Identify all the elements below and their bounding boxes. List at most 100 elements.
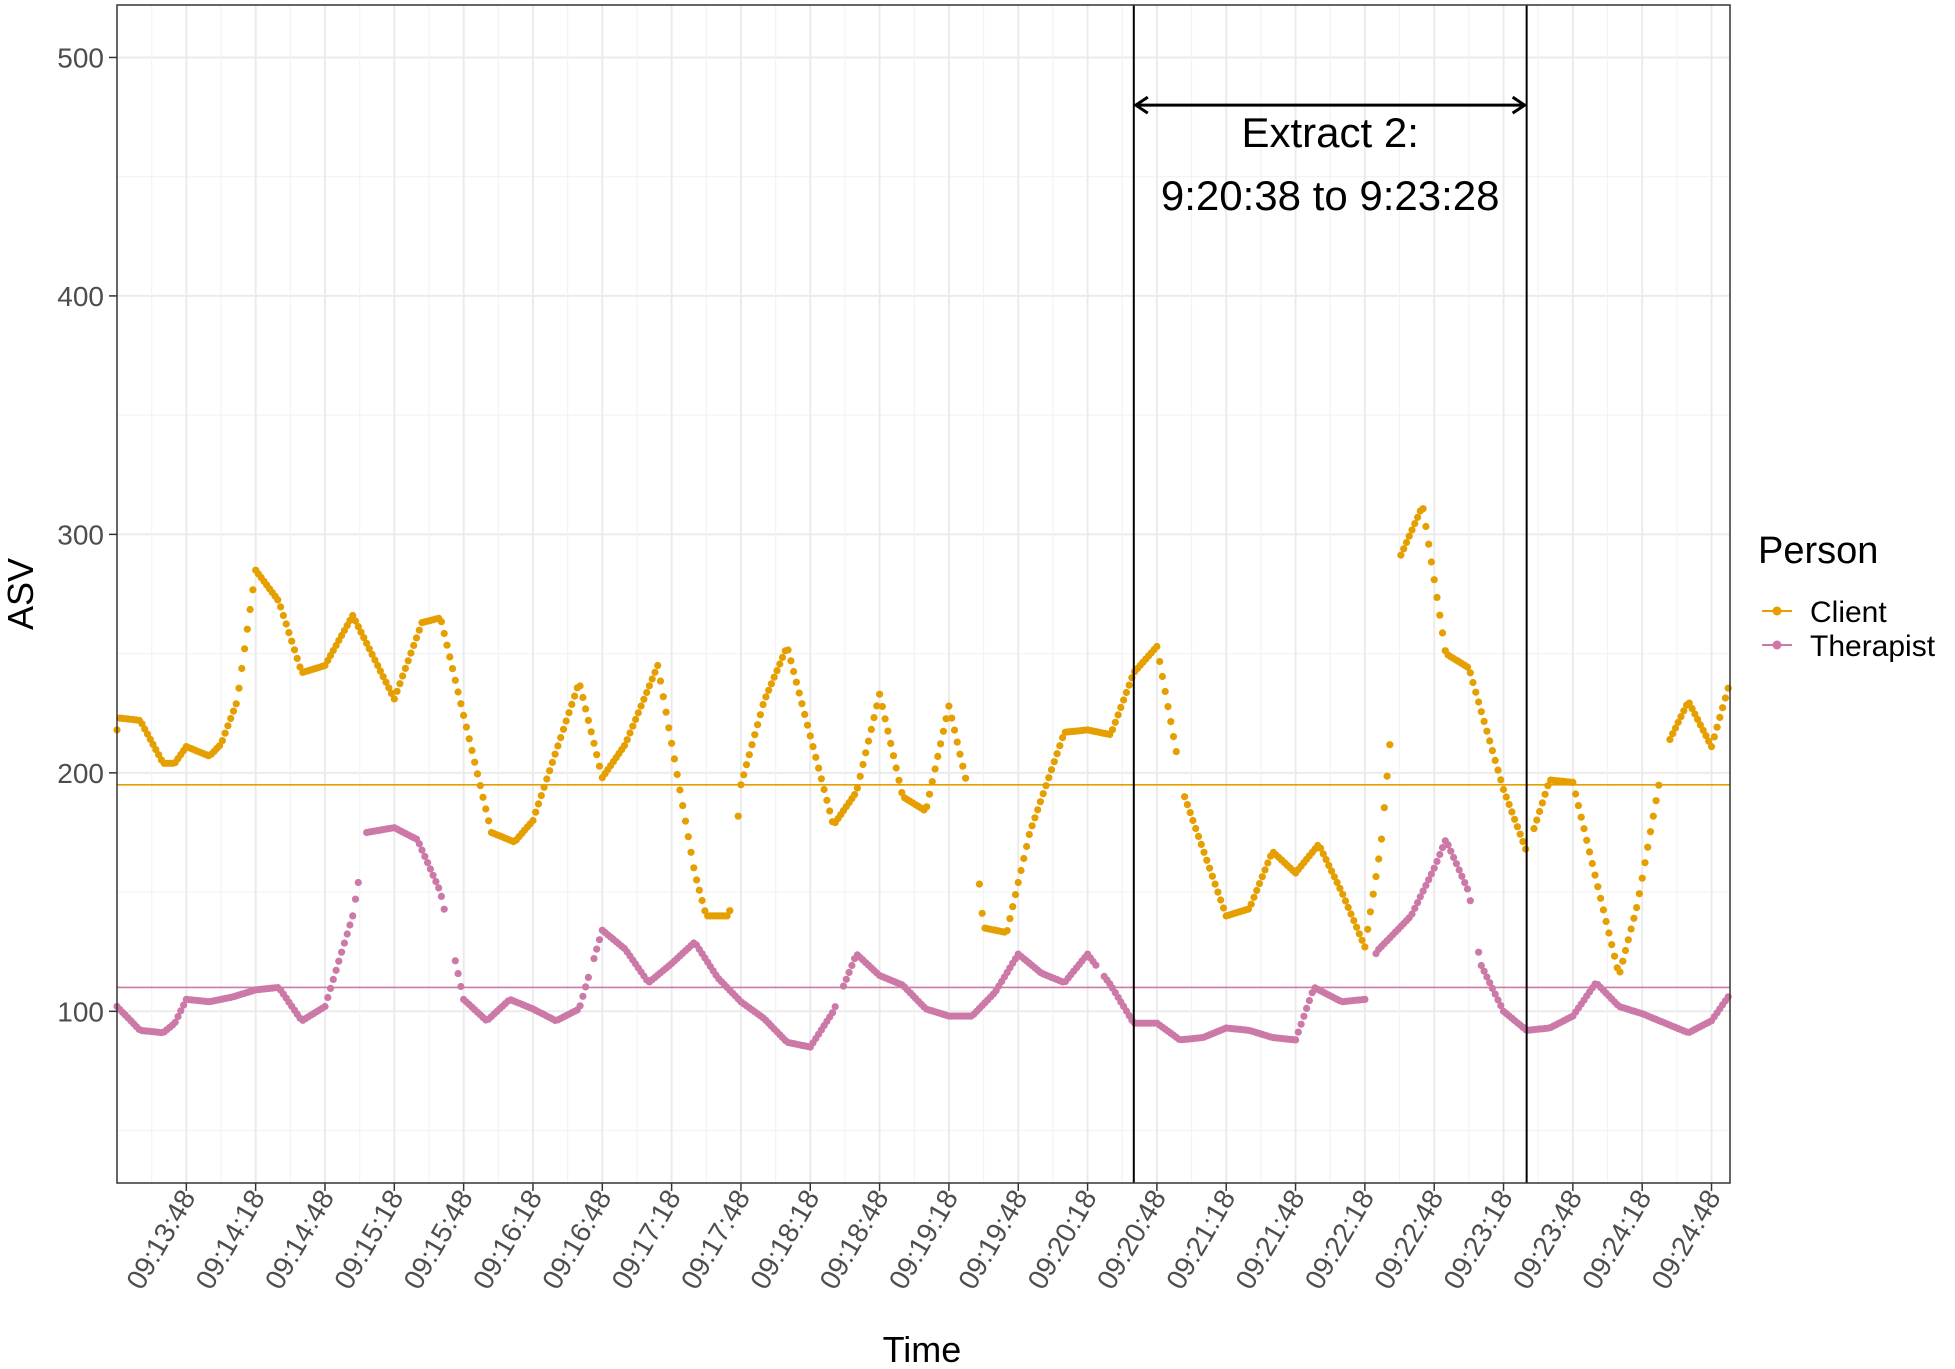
data-point bbox=[842, 975, 850, 983]
data-point bbox=[1488, 747, 1496, 755]
data-point bbox=[1414, 899, 1422, 907]
data-point bbox=[424, 859, 432, 867]
data-point bbox=[1330, 873, 1338, 881]
data-point bbox=[1158, 672, 1166, 681]
data-point bbox=[1025, 830, 1033, 839]
data-point bbox=[1255, 880, 1264, 888]
data-point bbox=[659, 693, 667, 701]
data-point bbox=[1092, 961, 1100, 969]
data-point bbox=[1505, 800, 1513, 809]
data-point bbox=[1461, 879, 1469, 887]
data-point bbox=[1677, 713, 1685, 721]
data-point bbox=[1253, 886, 1261, 895]
data-point bbox=[404, 657, 412, 665]
data-point bbox=[1430, 576, 1438, 584]
data-point bbox=[246, 605, 254, 614]
data-point bbox=[1721, 694, 1729, 702]
data-point bbox=[1350, 917, 1358, 925]
data-point bbox=[662, 708, 670, 716]
data-point bbox=[465, 735, 473, 743]
data-point bbox=[351, 895, 360, 903]
data-point bbox=[1217, 896, 1225, 904]
data-point bbox=[1444, 841, 1452, 849]
data-point bbox=[815, 764, 823, 772]
data-point bbox=[839, 982, 848, 990]
data-point bbox=[1372, 873, 1380, 881]
data-point bbox=[765, 686, 773, 694]
extract-annotation: Extract 2: 9:20:38 to 9:23:28 bbox=[1132, 5, 1528, 1183]
data-point bbox=[1361, 943, 1369, 951]
data-point bbox=[1696, 721, 1704, 729]
data-point bbox=[1669, 730, 1677, 738]
data-point bbox=[1189, 816, 1197, 825]
data-point bbox=[1197, 840, 1205, 849]
data-point bbox=[1347, 910, 1355, 918]
data-point bbox=[1305, 997, 1313, 1005]
data-point bbox=[293, 654, 301, 663]
mean-lines bbox=[117, 783, 1730, 989]
data-point bbox=[385, 684, 393, 692]
data-point bbox=[1194, 832, 1203, 841]
data-point bbox=[562, 717, 570, 725]
data-point bbox=[365, 645, 373, 653]
data-point bbox=[1264, 859, 1272, 867]
data-point bbox=[690, 864, 698, 872]
data-point bbox=[1713, 723, 1721, 731]
data-point bbox=[1472, 688, 1480, 696]
y-axis-title: ASV bbox=[0, 558, 41, 630]
data-point bbox=[446, 653, 454, 661]
data-point bbox=[959, 762, 967, 770]
data-point bbox=[371, 656, 379, 664]
data-point bbox=[1400, 545, 1408, 553]
data-point bbox=[1605, 929, 1613, 937]
annotation-line1: Extract 2: bbox=[1242, 109, 1419, 156]
data-point bbox=[1649, 812, 1657, 820]
data-point bbox=[354, 623, 362, 631]
data-point bbox=[881, 715, 889, 723]
data-point bbox=[1691, 710, 1699, 718]
data-point bbox=[546, 767, 554, 775]
data-point bbox=[1023, 842, 1031, 851]
data-point bbox=[382, 678, 390, 686]
data-point bbox=[945, 702, 953, 710]
data-point bbox=[407, 649, 415, 657]
data-point bbox=[338, 948, 346, 956]
data-point bbox=[1610, 952, 1619, 960]
data-point bbox=[1652, 797, 1660, 805]
data-point bbox=[1122, 688, 1130, 697]
data-point bbox=[1416, 893, 1424, 901]
data-point bbox=[1519, 838, 1527, 846]
data-point bbox=[934, 752, 942, 761]
data-point bbox=[668, 739, 676, 747]
data-point bbox=[1258, 873, 1266, 881]
data-point bbox=[1477, 961, 1485, 970]
data-point bbox=[748, 741, 756, 749]
data-point bbox=[218, 737, 226, 745]
data-point bbox=[859, 760, 867, 769]
data-point bbox=[274, 596, 282, 604]
data-point bbox=[1463, 663, 1472, 671]
data-point bbox=[817, 775, 826, 783]
data-point bbox=[1694, 715, 1702, 724]
data-point bbox=[587, 728, 595, 736]
data-point bbox=[1408, 526, 1416, 534]
y-tick-label: 300 bbox=[57, 519, 104, 550]
panel-border bbox=[116, 4, 1731, 1184]
y-tick-label: 500 bbox=[57, 42, 104, 73]
data-point bbox=[349, 912, 357, 920]
data-point bbox=[285, 629, 293, 637]
data-point bbox=[1574, 802, 1582, 810]
data-point bbox=[401, 664, 409, 673]
data-point bbox=[1386, 741, 1394, 749]
data-point bbox=[1364, 925, 1372, 933]
data-point bbox=[889, 752, 898, 760]
data-point bbox=[1369, 890, 1377, 898]
data-point bbox=[476, 782, 484, 790]
data-point bbox=[1458, 872, 1466, 880]
data-point bbox=[790, 667, 798, 676]
data-point bbox=[681, 817, 690, 825]
data-point bbox=[1341, 897, 1350, 905]
data-point bbox=[471, 758, 479, 766]
data-point bbox=[693, 876, 701, 884]
data-point bbox=[648, 675, 656, 683]
